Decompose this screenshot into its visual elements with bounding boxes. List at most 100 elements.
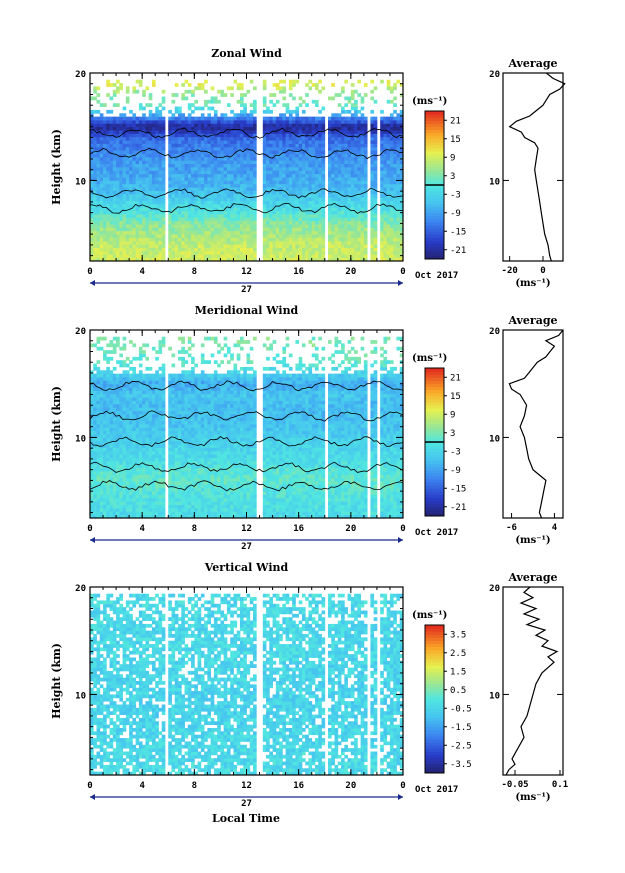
heatmap-cell (321, 247, 326, 252)
heatmap-cell (109, 123, 114, 128)
heatmap-cell (109, 207, 114, 212)
heatmap-cell (380, 123, 384, 128)
heatmap-cell (233, 207, 238, 212)
heatmap-cell (389, 254, 394, 259)
heatmap-cell (168, 244, 172, 248)
heatmap-cell (148, 150, 153, 154)
heatmap-cell (135, 79, 140, 84)
heatmap-cell (112, 210, 117, 215)
heatmap-cell (109, 167, 114, 171)
heatmap-cell (99, 113, 104, 118)
heatmap-cell (99, 491, 104, 495)
heatmap-cell (272, 126, 277, 131)
colorbar-swatch (425, 132, 444, 137)
heatmap-cell (337, 214, 342, 218)
heatmap-cell (210, 217, 215, 222)
heatmap-cell (125, 387, 130, 391)
heatmap-cell (275, 214, 280, 218)
heatmap-cell (106, 491, 110, 495)
heatmap-cell (99, 200, 104, 205)
heatmap-cell (357, 240, 362, 245)
heatmap-cell (298, 257, 303, 262)
heatmap-cell (191, 126, 195, 131)
heatmap-cell (295, 140, 300, 144)
heatmap-cell (285, 234, 290, 238)
heatmap-cell (266, 247, 270, 252)
heatmap-cell (191, 109, 195, 114)
heatmap-cell (246, 237, 251, 242)
heatmap-cell (132, 150, 137, 154)
heatmap-cell (99, 116, 104, 121)
heatmap-cell (116, 244, 120, 248)
heatmap-cell (383, 247, 388, 252)
heatmap-cell (386, 163, 391, 168)
heatmap-cell (399, 254, 404, 259)
heatmap-cell (119, 434, 123, 438)
heatmap-cell (142, 244, 146, 248)
heatmap-cell (148, 156, 153, 161)
heatmap-cell (90, 120, 94, 124)
heatmap-cell (370, 170, 375, 175)
heatmap-cell (158, 173, 163, 178)
heatmap-cell (282, 230, 287, 235)
heatmap-cell (357, 193, 362, 198)
heatmap-cell (393, 227, 397, 232)
heatmap-cell (90, 457, 94, 462)
heatmap-cell (194, 99, 198, 104)
heatmap-cell (129, 140, 133, 144)
heatmap-cell (184, 210, 189, 215)
heatmap-cell (279, 254, 283, 259)
heatmap-cell (305, 203, 309, 208)
heatmap-cell (396, 156, 401, 161)
heatmap-cell (275, 207, 280, 212)
heatmap-cell (262, 156, 267, 161)
heatmap-cell (350, 143, 355, 148)
heatmap-cell (174, 220, 179, 225)
heatmap-cell (132, 177, 137, 181)
heatmap-cell (129, 403, 133, 408)
heatmap-cell (171, 173, 176, 178)
heatmap-cell (109, 203, 114, 208)
heatmap-cell (132, 227, 137, 232)
heatmap-cell (106, 514, 110, 519)
heatmap-cell (233, 250, 238, 255)
heatmap-cell (96, 410, 101, 415)
heatmap-cell (204, 79, 208, 84)
heatmap-cell (207, 237, 212, 242)
heatmap-cell (129, 207, 133, 212)
heatmap-cell (125, 207, 130, 212)
heatmap-cell (90, 403, 94, 408)
heatmap-cell (239, 250, 244, 255)
heatmap-cell (145, 250, 150, 255)
heatmap-cell (308, 250, 313, 255)
heatmap-cell (116, 103, 120, 107)
heatmap-cell (103, 437, 107, 442)
heatmap-cell (272, 83, 277, 87)
heatmap-cell (230, 120, 234, 124)
heatmap-cell (399, 120, 404, 124)
heatmap-cell (112, 373, 117, 378)
heatmap-cell (239, 146, 244, 151)
heatmap-cell (178, 237, 182, 242)
heatmap-cell (119, 373, 123, 378)
heatmap-cell (213, 214, 218, 218)
heatmap-cell (236, 120, 241, 124)
heatmap-cell (350, 187, 355, 191)
heatmap-cell (220, 126, 225, 131)
heatmap-cell (337, 187, 342, 191)
heatmap-cell (99, 197, 104, 201)
heatmap-cell (220, 123, 225, 128)
heatmap-cell (239, 244, 244, 248)
heatmap-cell (275, 180, 280, 185)
heatmap-cell (194, 210, 198, 215)
heatmap-cell (125, 224, 130, 228)
heatmap-cell (96, 240, 101, 245)
heatmap-cell (334, 163, 339, 168)
heatmap-cell (210, 214, 215, 218)
heatmap-cell (148, 257, 153, 262)
heatmap-cell (253, 99, 257, 104)
heatmap-cell (213, 156, 218, 161)
heatmap-cell (328, 237, 332, 242)
heatmap-cell (184, 207, 189, 212)
